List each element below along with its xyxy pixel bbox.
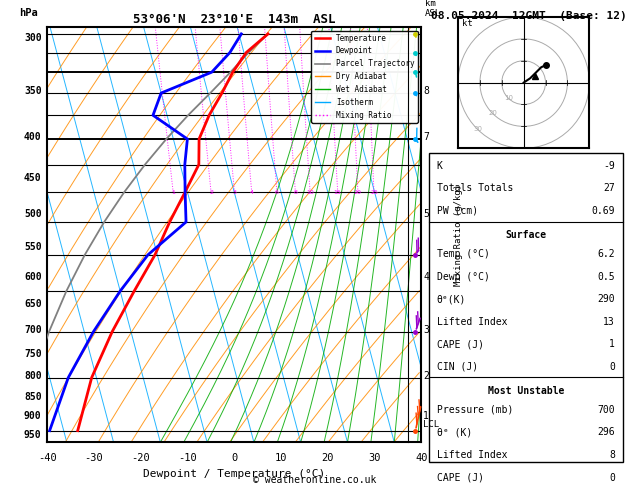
Text: © weatheronline.co.uk: © weatheronline.co.uk [253, 475, 376, 485]
Text: 400: 400 [24, 132, 42, 142]
Text: PW (cm): PW (cm) [437, 206, 478, 216]
Text: 800: 800 [24, 371, 42, 381]
Text: 650: 650 [24, 299, 42, 310]
Text: 2: 2 [423, 371, 429, 381]
Text: 20: 20 [321, 452, 334, 463]
Text: 13: 13 [603, 317, 615, 327]
Text: Surface: Surface [505, 230, 547, 240]
Text: 30: 30 [369, 452, 381, 463]
Text: 0: 0 [231, 452, 237, 463]
Text: 3: 3 [423, 325, 429, 335]
Text: LCL: LCL [423, 419, 440, 429]
Text: 900: 900 [24, 412, 42, 421]
Text: Dewpoint / Temperature (°C): Dewpoint / Temperature (°C) [143, 469, 325, 479]
Text: 1: 1 [423, 412, 429, 421]
Text: Lifted Index: Lifted Index [437, 450, 507, 460]
Text: 550: 550 [24, 242, 42, 252]
Text: -9: -9 [603, 161, 615, 171]
Text: 25: 25 [370, 190, 378, 194]
Text: -10: -10 [178, 452, 197, 463]
Text: K: K [437, 161, 443, 171]
Text: 15: 15 [334, 190, 342, 194]
Text: 600: 600 [24, 272, 42, 282]
Text: km
ASL: km ASL [425, 0, 442, 18]
Text: 700: 700 [24, 325, 42, 335]
Text: 5: 5 [423, 209, 429, 219]
Text: CAPE (J): CAPE (J) [437, 472, 484, 483]
Text: 20: 20 [489, 110, 498, 116]
Text: 350: 350 [24, 87, 42, 96]
Text: 296: 296 [598, 428, 615, 437]
Text: CAPE (J): CAPE (J) [437, 339, 484, 349]
Text: 08.05.2024  12GMT  (Base: 12): 08.05.2024 12GMT (Base: 12) [431, 11, 626, 21]
Text: 450: 450 [24, 173, 42, 183]
Text: 4: 4 [423, 272, 429, 282]
Text: 3: 3 [233, 190, 237, 194]
Text: Pressure (mb): Pressure (mb) [437, 405, 513, 415]
Text: 40: 40 [415, 452, 428, 463]
Text: -20: -20 [131, 452, 150, 463]
Text: -30: -30 [84, 452, 103, 463]
Text: 0: 0 [609, 362, 615, 372]
Text: 750: 750 [24, 349, 42, 359]
Text: 1: 1 [171, 190, 175, 194]
Text: 27: 27 [603, 183, 615, 193]
Text: θᵉ(K): θᵉ(K) [437, 294, 466, 304]
Text: 0.69: 0.69 [591, 206, 615, 216]
Text: 8: 8 [609, 450, 615, 460]
Text: 2: 2 [209, 190, 213, 194]
Text: 8: 8 [294, 190, 298, 194]
Text: 30: 30 [473, 125, 482, 132]
Text: 20: 20 [354, 190, 362, 194]
Text: CIN (J): CIN (J) [437, 362, 478, 372]
Text: 10: 10 [306, 190, 314, 194]
Text: 0: 0 [609, 472, 615, 483]
Text: 8: 8 [423, 87, 429, 96]
Text: Lifted Index: Lifted Index [437, 317, 507, 327]
Text: Mixing Ratio (g/kg): Mixing Ratio (g/kg) [454, 183, 464, 286]
Text: 10: 10 [275, 452, 287, 463]
Text: hPa: hPa [19, 8, 38, 18]
Text: θᵉ (K): θᵉ (K) [437, 428, 472, 437]
Text: 850: 850 [24, 392, 42, 402]
Text: Most Unstable: Most Unstable [487, 386, 564, 396]
Text: Dewp (°C): Dewp (°C) [437, 272, 489, 281]
Text: 7: 7 [423, 132, 429, 142]
Title: 53°06'N  23°10'E  143m  ASL: 53°06'N 23°10'E 143m ASL [133, 13, 335, 26]
Text: 6: 6 [275, 190, 279, 194]
Text: Temp (°C): Temp (°C) [437, 249, 489, 259]
Text: 300: 300 [24, 34, 42, 43]
Text: 0.5: 0.5 [598, 272, 615, 281]
Text: 700: 700 [598, 405, 615, 415]
Legend: Temperature, Dewpoint, Parcel Trajectory, Dry Adiabat, Wet Adiabat, Isotherm, Mi: Temperature, Dewpoint, Parcel Trajectory… [311, 31, 418, 122]
Text: -40: -40 [38, 452, 57, 463]
Text: 1: 1 [609, 339, 615, 349]
Text: Totals Totals: Totals Totals [437, 183, 513, 193]
Text: kt: kt [462, 19, 473, 28]
Text: 4: 4 [250, 190, 253, 194]
Text: 500: 500 [24, 209, 42, 219]
Text: 10: 10 [504, 95, 513, 101]
Text: 950: 950 [24, 430, 42, 440]
Text: 290: 290 [598, 294, 615, 304]
Text: 6.2: 6.2 [598, 249, 615, 259]
